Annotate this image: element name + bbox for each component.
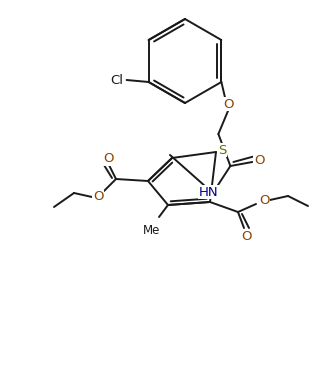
Text: O: O	[223, 97, 234, 111]
Text: Me: Me	[143, 224, 161, 238]
Text: O: O	[103, 153, 113, 165]
Text: Cl: Cl	[110, 73, 123, 86]
Text: O: O	[254, 153, 265, 167]
Text: O: O	[241, 229, 251, 243]
Text: HN: HN	[199, 185, 218, 199]
Text: S: S	[218, 144, 226, 156]
Text: O: O	[93, 191, 103, 203]
Text: O: O	[259, 194, 269, 206]
